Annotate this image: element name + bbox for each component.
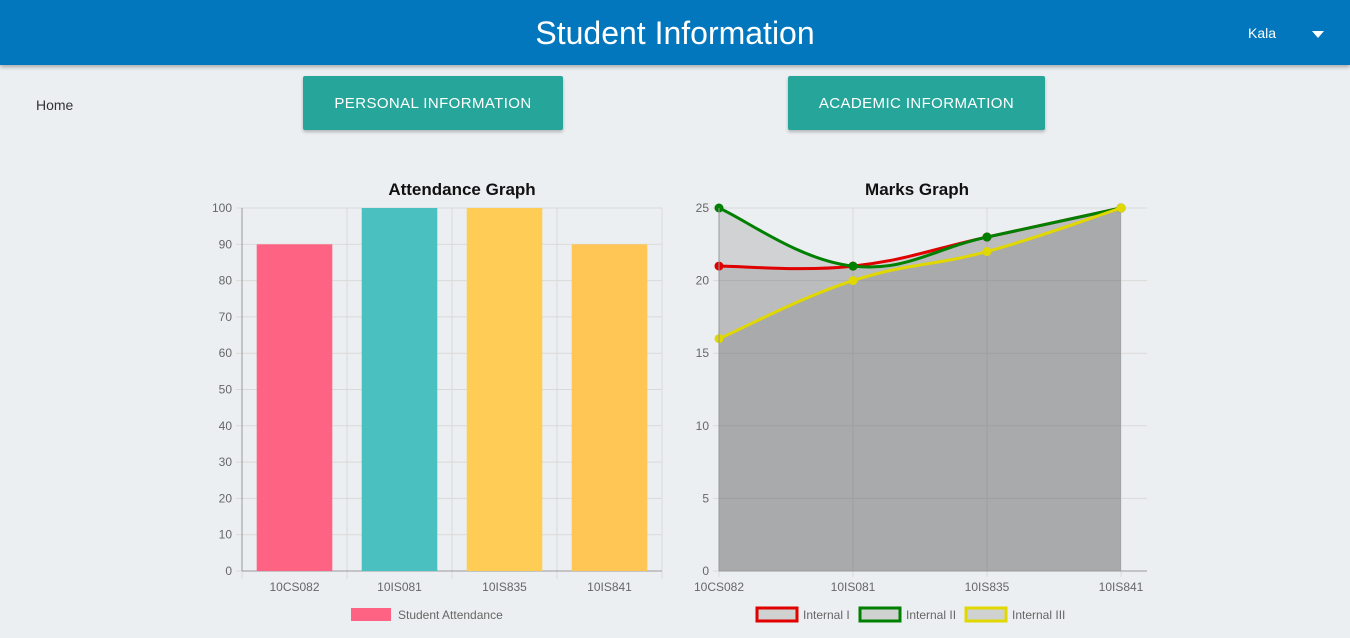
y-tick-label: 80 [219,274,233,288]
home-link[interactable]: Home [36,97,74,113]
y-tick-label: 50 [219,383,233,397]
y-tick-label: 20 [219,491,233,505]
point-internal-iii [1116,203,1126,213]
academic-information-button[interactable]: ACADEMIC INFORMATION [788,76,1045,130]
y-tick-label: 15 [696,346,710,360]
user-menu[interactable]: Kala [1238,22,1338,46]
legend-label-internal-ii: Internal II [906,608,956,622]
line-internal-ii [718,206,1122,269]
point-internal-iii [982,247,992,257]
legend-swatch-internal-iii [964,606,1008,623]
user-name: Kala [1248,25,1277,41]
bar-10is081 [361,208,438,571]
x-tick-label: 10IS081 [377,580,422,594]
marks-chart-title: Marks Graph [865,180,969,199]
x-tick-label: 10IS841 [1099,580,1144,594]
point-internal-iii [848,276,858,286]
area-internal-iii [719,208,1121,571]
caret-down-icon[interactable] [1312,31,1324,38]
legend-label-internal-iii: Internal III [1012,608,1065,622]
x-tick-label: 10IS835 [482,580,527,594]
legend-label-internal-i: Internal I [803,608,850,622]
x-tick-label: 10IS841 [587,580,632,594]
x-tick-label: 10IS081 [831,580,876,594]
y-tick-label: 100 [212,201,232,215]
y-tick-label: 0 [225,564,232,578]
y-tick-label: 30 [219,455,233,469]
top-app-bar: Student Information Kala [0,0,1350,65]
legend-swatch [351,608,391,621]
y-tick-label: 70 [219,310,233,324]
area-internal-i [719,208,1121,571]
x-tick-label: 10IS835 [965,580,1010,594]
x-tick-label: 10CS082 [694,580,744,594]
legend-label: Student Attendance [398,608,503,622]
point-internal-ii [982,232,992,242]
legend-swatch-internal-ii [858,606,902,623]
y-tick-label: 25 [696,201,710,215]
point-internal-ii [848,261,858,271]
y-tick-label: 20 [696,274,710,288]
y-tick-label: 0 [702,564,709,578]
bar-10is841 [571,244,648,572]
bar-10cs082 [256,244,333,572]
y-tick-label: 40 [219,419,233,433]
x-tick-label: 10CS082 [269,580,319,594]
y-tick-label: 60 [219,346,233,360]
y-tick-label: 10 [219,528,233,542]
y-tick-label: 5 [702,491,709,505]
page-title: Student Information [535,15,815,51]
area-internal-ii [719,208,1121,571]
legend-swatch-internal-i [755,606,799,623]
bar-10is835 [466,208,543,571]
y-tick-label: 90 [219,237,233,251]
y-tick-label: 10 [696,419,710,433]
attendance-chart-title: Attendance Graph [388,180,535,199]
personal-information-button[interactable]: PERSONAL INFORMATION [303,76,563,130]
line-internal-iii [718,206,1122,341]
